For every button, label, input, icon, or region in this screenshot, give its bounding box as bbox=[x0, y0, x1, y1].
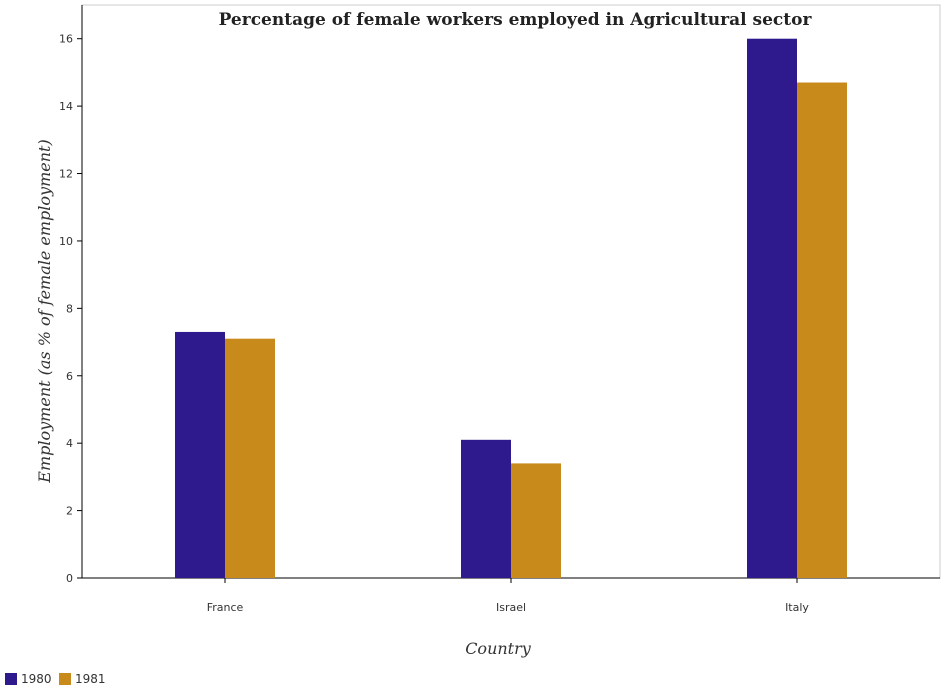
x-tick-label: Israel bbox=[496, 601, 526, 614]
legend-swatch-1980 bbox=[5, 673, 17, 685]
y-tick-label: 0 bbox=[66, 572, 73, 585]
y-tick-label: 4 bbox=[66, 437, 73, 450]
legend-label-1980: 1980 bbox=[21, 672, 52, 686]
chart-title: Percentage of female workers employed in… bbox=[219, 10, 813, 30]
y-tick-label: 10 bbox=[59, 235, 73, 248]
legend: 1980 1981 bbox=[5, 672, 106, 686]
bar-1980-france bbox=[175, 331, 225, 578]
bar-1981-israel bbox=[511, 463, 561, 578]
bar-1980-israel bbox=[461, 439, 511, 578]
y-tick-label: 14 bbox=[59, 100, 73, 113]
plot-area: 0 2 4 6 8 10 12 14 16 France Israel Italy bbox=[59, 4, 941, 614]
x-tick-label: Italy bbox=[785, 601, 809, 614]
bar-1980-italy bbox=[747, 38, 797, 579]
y-tick-label: 12 bbox=[59, 168, 73, 181]
bar-1981-italy bbox=[797, 82, 847, 578]
y-tick-label: 8 bbox=[66, 302, 73, 315]
bar-1981-france bbox=[225, 338, 275, 578]
y-tick-label: 16 bbox=[59, 33, 73, 46]
y-axis-label: Employment (as % of female employment) bbox=[35, 139, 54, 483]
y-tick-label: 2 bbox=[66, 505, 73, 518]
legend-swatch-1981 bbox=[59, 673, 71, 685]
legend-label-1981: 1981 bbox=[75, 672, 106, 686]
x-tick-label: France bbox=[207, 601, 244, 614]
y-tick-label: 6 bbox=[66, 370, 73, 383]
x-axis-label: Country bbox=[465, 639, 532, 658]
